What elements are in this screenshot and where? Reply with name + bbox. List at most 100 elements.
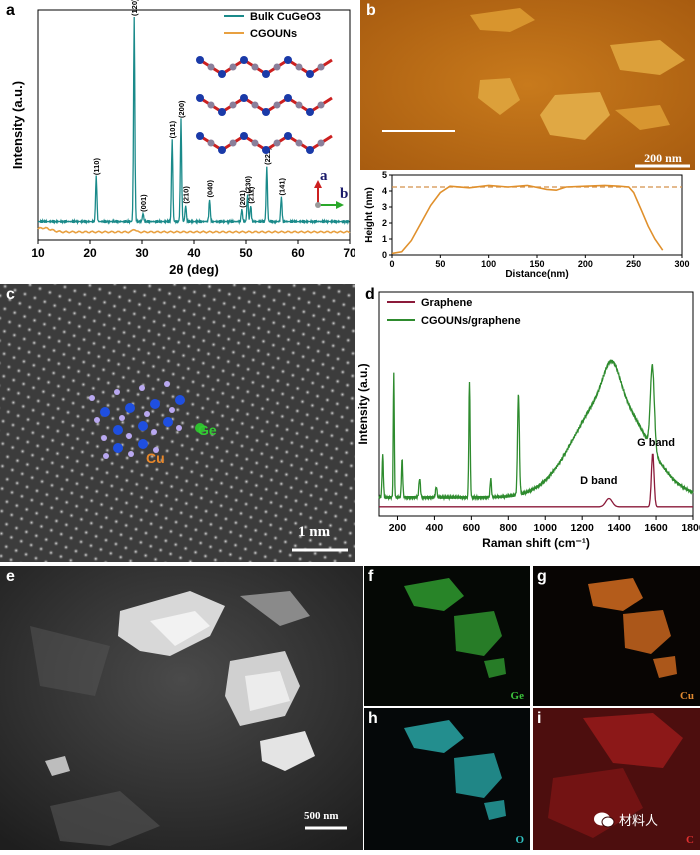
ge-atom: [207, 101, 215, 109]
x-axis-label: Distance(nm): [505, 269, 568, 280]
ge-atom: [229, 101, 237, 109]
peak-label: (200): [177, 100, 186, 118]
cu-atom: [284, 94, 292, 102]
scale-label-c: 1 nm: [298, 524, 331, 540]
peak-label: (210): [182, 186, 191, 204]
panel-i: i C 材料人: [533, 708, 700, 850]
cu-atom: [218, 70, 226, 78]
y-axis-label: Height (nm): [364, 187, 375, 243]
panel-label-i: i: [537, 710, 542, 727]
legend-label-bulk: Bulk CuGeO3: [250, 11, 321, 23]
x-tick-label: 1800: [681, 522, 700, 534]
cu-atom: [150, 399, 160, 409]
o-atom: [153, 447, 159, 453]
cu-atom: [240, 56, 248, 64]
x-tick-label: 50: [239, 246, 253, 260]
y-tick-label: 0: [382, 250, 387, 260]
peak-label: (110): [92, 158, 101, 176]
legend-label-graphene: Graphene: [421, 297, 472, 309]
peak-label: (040): [206, 180, 215, 198]
peak-label: (141): [277, 178, 286, 196]
panel-label-a: a: [6, 2, 15, 19]
x-tick-label: 1600: [644, 522, 668, 534]
map-label-cu: Cu: [679, 690, 694, 702]
x-tick-label: 0: [389, 259, 394, 269]
panel-label-h: h: [368, 710, 378, 727]
annotation-g-band: G band: [637, 437, 675, 449]
series-cgouns: [37, 226, 351, 234]
o-atom: [101, 435, 107, 441]
sem-flake: [240, 591, 310, 626]
y-axis-label: Intensity (a.u.): [10, 81, 25, 169]
plot-frame: [378, 291, 694, 517]
cu-atom: [262, 108, 270, 116]
x-tick-label: 50: [435, 259, 445, 269]
sem-flake: [50, 791, 160, 846]
afm-flake: [615, 105, 670, 130]
x-tick-label: 100: [481, 259, 496, 269]
panel-h: h O: [364, 708, 530, 850]
cu-atom: [240, 94, 248, 102]
x-tick-label: 300: [674, 259, 689, 269]
profile-line: [391, 184, 664, 255]
cu-atom: [100, 407, 110, 417]
o-atom: [89, 395, 95, 401]
sem-flake: [245, 671, 290, 711]
afm-flake: [478, 78, 520, 115]
cu-atom: [262, 70, 270, 78]
map-label-o: O: [515, 834, 524, 846]
scale-label-b: 200 nm: [644, 151, 682, 165]
peak-label: (201): [238, 190, 247, 208]
cu-atom: [196, 94, 204, 102]
stem-image: [0, 284, 355, 562]
x-axis-label: 2θ (deg): [169, 262, 219, 277]
raman-chart: 200 400 600 800 1000 1200 1400 1600 1800 Raman sh…: [356, 291, 700, 550]
cu-atom: [240, 132, 248, 140]
cu-atom: [163, 417, 173, 427]
cu-atom: [218, 146, 226, 154]
ge-atom: [207, 63, 215, 71]
ge-map: [404, 578, 506, 678]
atom-overlay: [89, 381, 205, 459]
axis-origin: [315, 202, 321, 208]
panel-b: 200 nm 0 1 2 3 4 5 0 50 100 150 200 250 300 Distance(…: [360, 0, 700, 280]
o-atom: [103, 453, 109, 459]
xrd-chart: 10 20 30 40 50 60 70 2θ (deg) Intensity (a.u.) (1…: [10, 0, 357, 277]
profile-frame: [391, 174, 683, 256]
afm-flake: [540, 92, 610, 140]
peak-label: (001): [139, 194, 148, 212]
ge-atom: [273, 139, 281, 147]
cu-atom: [113, 443, 123, 453]
x-tick-label: 30: [135, 246, 149, 260]
crystal-structure: [196, 56, 333, 154]
o-atom: [119, 415, 125, 421]
panel-c: c Ge Cu 1 nm: [0, 284, 355, 562]
afm-image: [360, 0, 695, 170]
cu-atom: [138, 421, 148, 431]
ge-atom: [273, 101, 281, 109]
peak-label: (230): [244, 175, 253, 193]
series-cgouns-graphene: [378, 359, 694, 502]
y-axis-label: Intensity (a.u.): [357, 363, 370, 444]
o-atom: [164, 381, 170, 387]
panel-e: e 500 nm: [0, 566, 363, 850]
map-label-ge: Ge: [510, 690, 524, 702]
series-graphene: [379, 453, 693, 508]
afm-flake: [610, 40, 685, 75]
cu-atom: [284, 132, 292, 140]
ge-atom: [317, 101, 325, 109]
cu-atom: [306, 146, 314, 154]
panel-label-g: g: [537, 568, 547, 585]
sem-flake: [150, 611, 210, 646]
sem-flake: [260, 731, 315, 771]
x-tick-label: 1200: [570, 522, 594, 534]
cu-label: Cu: [146, 450, 165, 466]
cu-atom: [175, 395, 185, 405]
x-tick-label: 600: [463, 522, 481, 534]
ge-atom: [195, 423, 205, 433]
o-atom: [139, 385, 145, 391]
cu-atom: [196, 132, 204, 140]
x-tick-label: 1400: [607, 522, 631, 534]
o-atom: [151, 429, 157, 435]
